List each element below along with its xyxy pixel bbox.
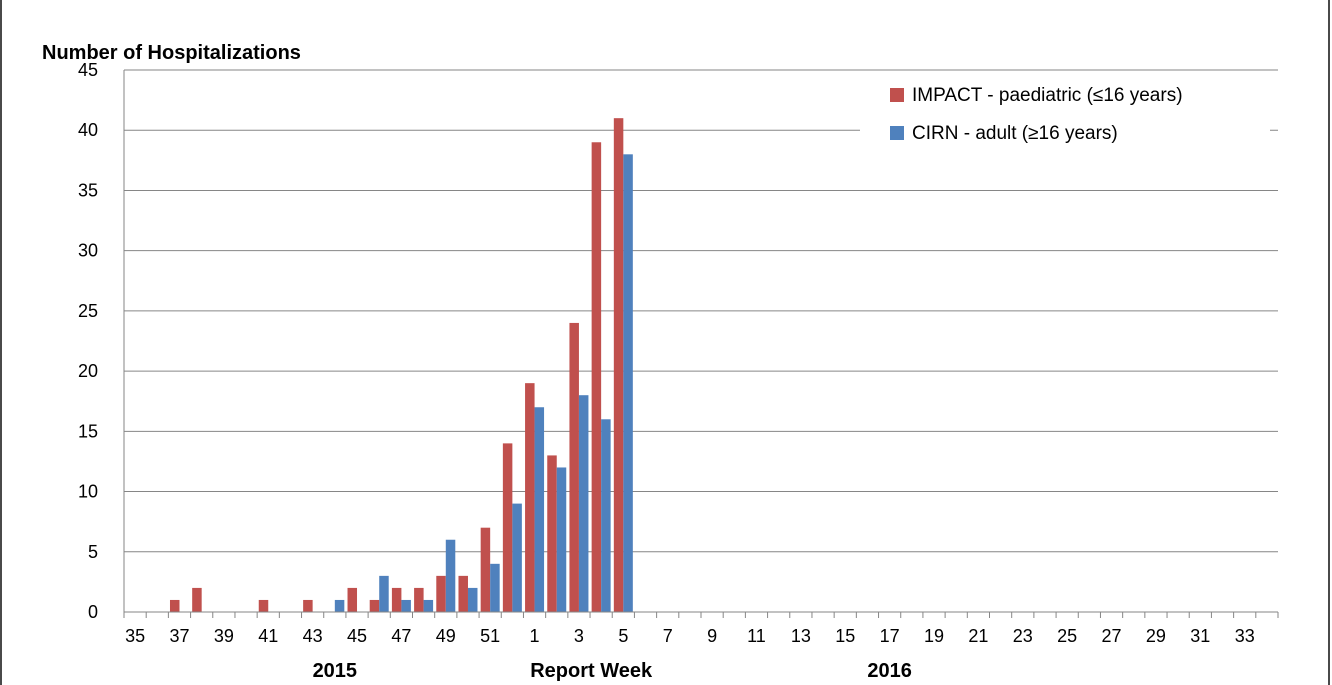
legend: IMPACT - paediatric (≤16 years) CIRN - a… (860, 75, 1270, 163)
bar-cirn-week-52 (512, 503, 522, 612)
y-tick-label: 15 (78, 421, 98, 441)
bar-impact-week-5 (613, 118, 624, 612)
y-tick-label: 35 (78, 180, 98, 200)
legend-label-cirn: CIRN - adult (≥16 years) (912, 123, 1118, 144)
bar-impact-week-43 (303, 599, 313, 612)
year-label: 2015 (313, 660, 358, 682)
bar-impact-week-41 (258, 599, 269, 612)
x-tick-label: 45 (347, 626, 367, 646)
x-tick-label: 13 (791, 626, 811, 646)
x-tick-label: 37 (169, 626, 189, 646)
x-tick-label: 25 (1057, 626, 1077, 646)
y-axis-title: Number of Hospitalizations (42, 42, 301, 64)
legend-background (860, 75, 1270, 163)
x-tick-label: 29 (1146, 626, 1166, 646)
bar-impact-week-50 (458, 575, 468, 612)
bar-cirn-week-46 (379, 575, 389, 612)
x-tick-label: 21 (968, 626, 988, 646)
y-tick-label: 40 (78, 120, 98, 140)
x-tick-label: 51 (480, 626, 500, 646)
y-tick-label: 25 (78, 301, 98, 321)
bar-cirn-week-2 (556, 467, 567, 612)
bar-cirn-week-1 (534, 407, 545, 612)
bar-impact-week-3 (569, 322, 579, 612)
x-tick-label: 15 (835, 626, 855, 646)
bar-cirn-week-4 (601, 419, 611, 612)
bar-impact-week-45 (347, 587, 358, 612)
bar-cirn-week-48 (423, 599, 434, 612)
x-tick-label: 33 (1235, 626, 1255, 646)
x-tick-label: 19 (924, 626, 944, 646)
y-tick-label: 30 (78, 241, 98, 261)
year-label: 2016 (867, 660, 912, 682)
x-tick-label: 27 (1102, 626, 1122, 646)
bar-impact-week-51 (480, 527, 491, 612)
y-tick-label: 5 (88, 542, 98, 562)
x-tick-label: 43 (303, 626, 323, 646)
x-tick-label: 9 (707, 626, 717, 646)
x-axis-title: Report Week (530, 660, 653, 682)
bar-impact-week-38 (192, 587, 202, 612)
y-tick-label: 0 (88, 602, 98, 622)
x-tick-label: 11 (747, 626, 766, 646)
bar-impact-week-49 (436, 575, 446, 612)
bar-impact-week-2 (547, 455, 557, 612)
bar-impact-week-1 (525, 383, 535, 612)
x-tick-label: 41 (258, 626, 278, 646)
bar-impact-week-4 (591, 142, 602, 612)
y-tick-label: 10 (78, 482, 98, 502)
legend-label-impact: IMPACT - paediatric (≤16 years) (912, 85, 1183, 106)
bar-cirn-week-3 (578, 395, 589, 612)
x-tick-label: 1 (530, 626, 540, 646)
bar-impact-week-47 (391, 587, 402, 612)
x-tick-label: 23 (1013, 626, 1033, 646)
x-tick-label: 35 (125, 626, 145, 646)
bar-impact-week-46 (369, 599, 380, 612)
legend-swatch-cirn (890, 126, 904, 140)
x-tick-label: 3 (574, 626, 584, 646)
bar-impact-week-52 (502, 443, 513, 612)
legend-swatch-impact (890, 88, 904, 102)
bar-impact-week-48 (414, 587, 424, 612)
y-tick-label: 45 (78, 60, 98, 80)
x-tick-label: 5 (618, 626, 628, 646)
x-tick-label: 31 (1190, 626, 1210, 646)
x-tick-label: 17 (880, 626, 900, 646)
x-tick-label: 39 (214, 626, 234, 646)
bars (169, 118, 633, 613)
bar-impact-week-37 (169, 599, 180, 612)
bar-cirn-week-49 (445, 539, 456, 612)
gridlines (124, 69, 1278, 553)
x-tick-label: 49 (436, 626, 456, 646)
bar-cirn-week-44 (334, 599, 345, 612)
bar-cirn-week-51 (490, 563, 500, 612)
bar-cirn-week-47 (401, 599, 411, 612)
bar-cirn-week-5 (623, 154, 633, 613)
y-tick-label: 20 (78, 361, 98, 381)
x-tick-label: 7 (663, 626, 673, 646)
x-tick-label: 47 (391, 626, 411, 646)
bar-cirn-week-50 (467, 587, 478, 612)
